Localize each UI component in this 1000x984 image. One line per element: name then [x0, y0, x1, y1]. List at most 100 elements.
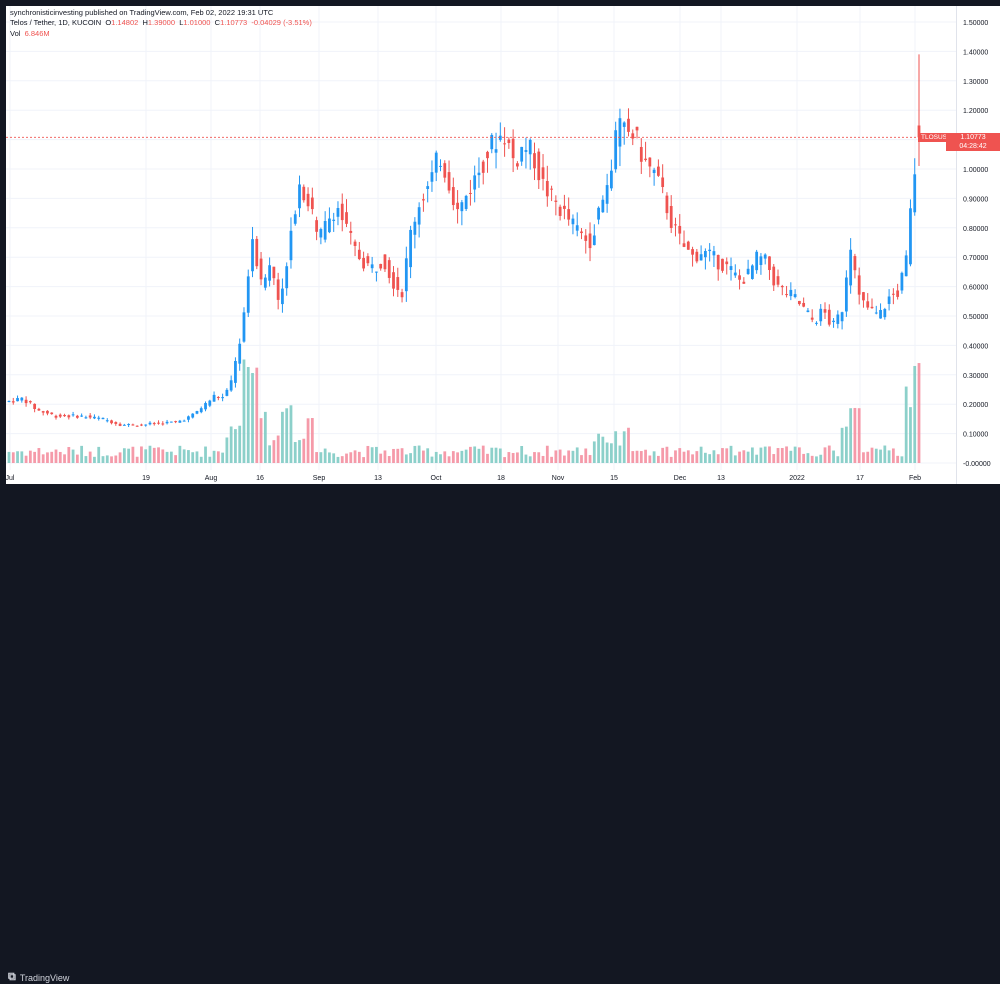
candle-body[interactable] — [729, 266, 733, 270]
candle-body[interactable] — [528, 139, 532, 155]
candle-body[interactable] — [917, 125, 921, 138]
candle-body[interactable] — [793, 294, 797, 298]
candle-body[interactable] — [614, 130, 618, 170]
candle-body[interactable] — [105, 420, 109, 422]
candle-body[interactable] — [849, 249, 853, 286]
candle-body[interactable] — [550, 188, 553, 190]
candle-body[interactable] — [815, 322, 818, 324]
candle-body[interactable] — [357, 249, 361, 260]
candle-body[interactable] — [644, 158, 647, 161]
candle-body[interactable] — [144, 424, 148, 426]
candle-body[interactable] — [610, 170, 613, 189]
candle-body[interactable] — [161, 423, 165, 425]
candle-body[interactable] — [396, 277, 400, 290]
candle-body[interactable] — [883, 308, 887, 318]
candle-body[interactable] — [332, 219, 336, 221]
candle-body[interactable] — [370, 264, 374, 269]
candle-body[interactable] — [652, 169, 656, 174]
candle-body[interactable] — [768, 256, 771, 271]
candle-body[interactable] — [148, 422, 152, 425]
candle-body[interactable] — [682, 243, 686, 247]
candle-body[interactable] — [776, 276, 780, 285]
candle-body[interactable] — [50, 412, 54, 415]
candle-body[interactable] — [58, 414, 62, 417]
candle-body[interactable] — [400, 292, 404, 298]
candle-body[interactable] — [588, 233, 592, 249]
candle-body[interactable] — [349, 230, 353, 233]
candle-body[interactable] — [234, 360, 237, 383]
candle-body[interactable] — [490, 134, 494, 150]
candle-body[interactable] — [900, 272, 904, 291]
candle-body[interactable] — [780, 286, 784, 288]
candle-body[interactable] — [891, 293, 895, 295]
candle-body[interactable] — [627, 118, 630, 132]
candle-body[interactable] — [285, 266, 289, 289]
candle-body[interactable] — [122, 424, 126, 426]
candle-body[interactable] — [225, 389, 229, 396]
candle-body[interactable] — [674, 224, 677, 226]
candle-body[interactable] — [152, 423, 156, 425]
candle-body[interactable] — [97, 417, 101, 419]
candle-body[interactable] — [199, 408, 203, 413]
candle-body[interactable] — [178, 420, 182, 423]
candle-body[interactable] — [554, 200, 558, 202]
candle-body[interactable] — [191, 413, 195, 418]
candle-body[interactable] — [635, 126, 639, 131]
candle-body[interactable] — [789, 289, 793, 297]
candle-body[interactable] — [195, 411, 199, 414]
candle-body[interactable] — [430, 172, 434, 182]
candle-body[interactable] — [909, 208, 912, 265]
candle-body[interactable] — [622, 122, 626, 127]
candle-body[interactable] — [20, 397, 24, 401]
candle-body[interactable] — [443, 163, 447, 178]
candle-body[interactable] — [63, 415, 66, 417]
candle-body[interactable] — [473, 175, 477, 190]
candle-body[interactable] — [71, 414, 75, 416]
candle-body[interactable] — [340, 203, 344, 221]
candle-body[interactable] — [174, 421, 178, 423]
candle-body[interactable] — [242, 312, 246, 342]
candle-body[interactable] — [533, 153, 536, 169]
candle-body[interactable] — [276, 279, 280, 300]
candle-body[interactable] — [439, 165, 442, 167]
candle-body[interactable] — [383, 254, 387, 270]
candle-body[interactable] — [101, 417, 105, 420]
candle-body[interactable] — [434, 152, 438, 173]
volume-legend[interactable]: Vol 6.846M — [10, 29, 50, 38]
candle-body[interactable] — [665, 195, 669, 214]
candle-body[interactable] — [298, 184, 301, 209]
candle-body[interactable] — [874, 312, 878, 314]
candle-body[interactable] — [763, 254, 767, 259]
candle-body[interactable] — [182, 420, 186, 422]
candle-body[interactable] — [712, 251, 716, 256]
candle-body[interactable] — [520, 146, 524, 162]
candle-body[interactable] — [289, 230, 293, 261]
candle-body[interactable] — [54, 415, 58, 418]
candle-body[interactable] — [516, 163, 519, 167]
candle-body[interactable] — [345, 212, 348, 224]
candle-body[interactable] — [755, 251, 759, 271]
candle-body[interactable] — [404, 258, 408, 292]
candle-body[interactable] — [272, 266, 276, 279]
candle-body[interactable] — [323, 221, 327, 240]
candle-body[interactable] — [862, 292, 865, 301]
candle-body[interactable] — [409, 229, 412, 268]
tradingview-logo[interactable]: ⧉ TradingView — [8, 971, 69, 984]
candle-body[interactable] — [575, 225, 579, 231]
candle-body[interactable] — [870, 306, 874, 309]
candle-body[interactable] — [212, 394, 216, 402]
candle-body[interactable] — [422, 199, 425, 201]
candle-body[interactable] — [733, 272, 737, 276]
candle-body[interactable] — [362, 257, 365, 269]
candle-body[interactable] — [657, 166, 660, 176]
candle-body[interactable] — [319, 229, 323, 238]
candle-body[interactable] — [558, 206, 562, 216]
candle-body[interactable] — [157, 422, 160, 424]
candle-body[interactable] — [259, 258, 263, 280]
candle-body[interactable] — [887, 296, 891, 304]
symbol-legend[interactable]: Telos / Tether, 1D, KUCOIN O1.14802 H1.3… — [10, 18, 312, 27]
candle-body[interactable] — [819, 308, 823, 322]
candle-body[interactable] — [618, 118, 622, 147]
candle-body[interactable] — [541, 167, 545, 179]
candle-body[interactable] — [725, 261, 729, 265]
